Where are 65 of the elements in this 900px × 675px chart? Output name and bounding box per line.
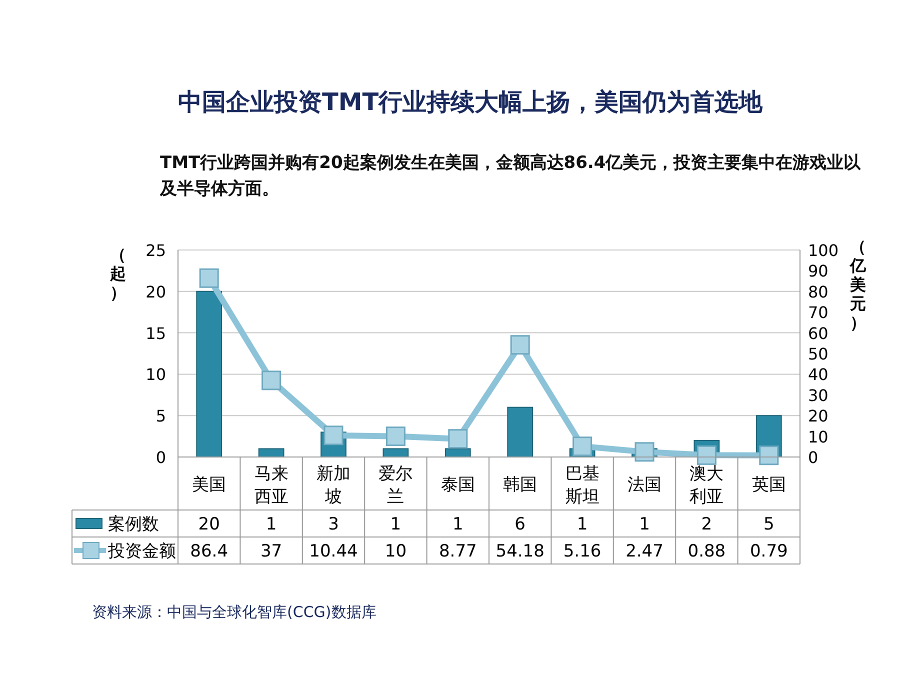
y2-tick-label: 0 xyxy=(808,448,818,467)
data-label: 5 xyxy=(763,514,774,534)
data-label: 54.18 xyxy=(496,542,544,562)
x-tick-label: 爱尔兰 xyxy=(378,464,413,507)
data-label: 6 xyxy=(514,514,526,534)
x-tick-label: 法国 xyxy=(628,475,662,495)
data-label: 10 xyxy=(384,542,407,562)
data-label: 1 xyxy=(452,514,464,534)
data-label: 1 xyxy=(266,514,277,534)
legend-label: 投资金额 xyxy=(107,542,176,562)
y-tick-label: 25 xyxy=(146,241,166,260)
x-tick-label: 马来西亚 xyxy=(254,464,288,507)
y-tick-label: 15 xyxy=(146,324,166,343)
data-label: 1 xyxy=(639,514,650,534)
data-label: 0.88 xyxy=(688,542,726,562)
point xyxy=(386,426,406,446)
y2-tick-label: 30 xyxy=(808,386,828,405)
point xyxy=(759,446,779,466)
y2-tick-label: 100 xyxy=(808,241,839,260)
y2-tick-label: 80 xyxy=(808,282,828,302)
x-tick-label: 英国 xyxy=(752,475,786,495)
data-label: 37 xyxy=(260,542,282,562)
data-label: 5.16 xyxy=(563,542,602,562)
point xyxy=(510,335,530,355)
y-tick-label: 20 xyxy=(146,282,166,302)
bar xyxy=(507,406,534,458)
point xyxy=(262,370,282,390)
y-tick-label: 0 xyxy=(156,448,166,467)
x-tick-label: 新加坡 xyxy=(316,464,350,507)
x-tick-label: 泰国 xyxy=(440,475,475,495)
data-label: 2.47 xyxy=(626,542,664,562)
x-tick-label: 澳大利亚 xyxy=(690,464,724,507)
point xyxy=(448,429,468,449)
y2-tick-label: 60 xyxy=(808,324,828,343)
bar xyxy=(382,448,409,458)
x-tick-label: 美国 xyxy=(192,475,226,495)
point xyxy=(199,268,219,288)
y2-tick-label: 90 xyxy=(808,262,828,281)
y2-tick-label: 50 xyxy=(808,344,828,364)
y-axis-title: （起） xyxy=(109,245,126,302)
data-label: 10.44 xyxy=(309,542,358,562)
data-label: 20 xyxy=(198,514,220,534)
x-tick-label: 韩国 xyxy=(503,475,538,495)
point xyxy=(572,436,592,456)
y2-tick-label: 10 xyxy=(808,427,828,446)
legend-label: 案例数 xyxy=(108,514,159,534)
data-label: 86.4 xyxy=(190,542,228,562)
data-label: 2 xyxy=(701,514,712,534)
data-label: 0.79 xyxy=(750,542,788,562)
data-label: 1 xyxy=(576,514,588,534)
y-tick-label: 5 xyxy=(156,406,166,426)
y-tick-label: 10 xyxy=(146,365,166,384)
bar xyxy=(258,448,284,458)
y2-axis-title: （亿美元） xyxy=(849,237,867,332)
point xyxy=(696,445,716,465)
text: 资料来源：中国与全球化智库(CCG)数据库 xyxy=(92,603,376,621)
x-tick-label: 巴基斯坦 xyxy=(565,464,600,507)
y2-tick-label: 70 xyxy=(808,303,828,322)
data-label: 8.77 xyxy=(438,542,477,562)
data-label: 1 xyxy=(390,514,402,534)
y2-tick-label: 40 xyxy=(808,365,828,384)
bar xyxy=(196,290,222,458)
y2-tick-label: 20 xyxy=(808,406,828,426)
data-label: 3 xyxy=(328,514,339,534)
chart-title: 中国企业投资TMT行业持续大幅上扬，美国仍为首选地 xyxy=(178,88,764,116)
